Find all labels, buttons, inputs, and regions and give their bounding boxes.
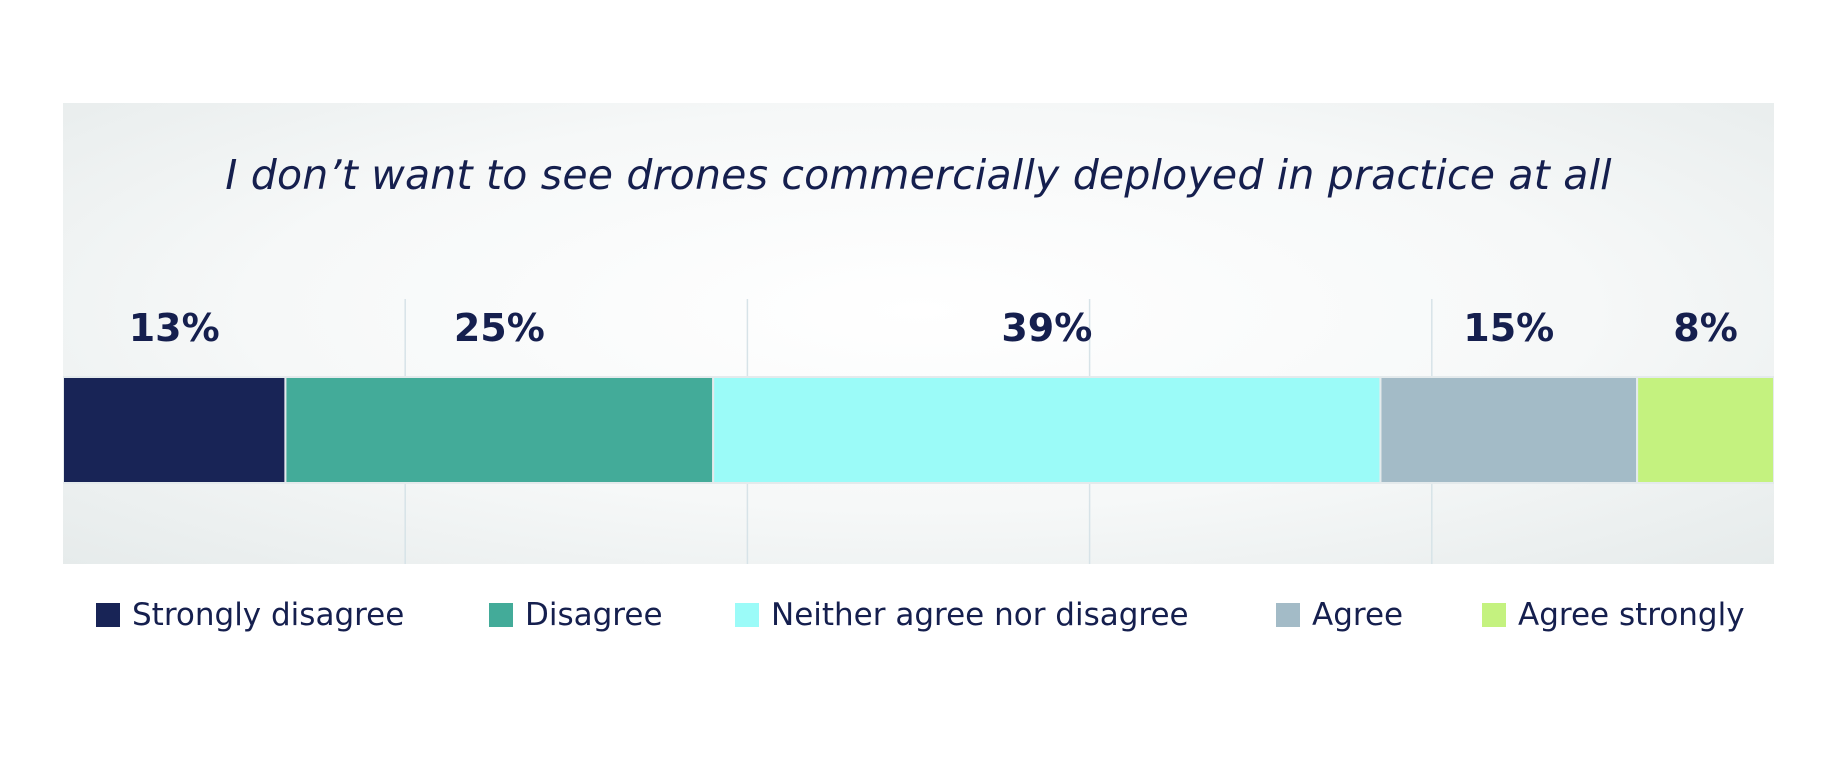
value-label-agree-strongly: 8% bbox=[1673, 306, 1738, 350]
legend-label: Disagree bbox=[525, 597, 663, 633]
bar-segment-agree-strongly bbox=[1636, 376, 1774, 484]
legend-label: Strongly disagree bbox=[132, 597, 405, 633]
chart-title: I don’t want to see drones commercially … bbox=[225, 151, 1612, 199]
value-label-neither-agree-nor-disagree: 39% bbox=[1001, 306, 1092, 350]
legend: Strongly disagree Disagree Neither agree n… bbox=[0, 597, 1836, 637]
legend-item-agree-strongly: Agree strongly bbox=[1482, 597, 1745, 633]
legend-swatch bbox=[489, 603, 513, 627]
legend-swatch bbox=[735, 603, 759, 627]
stacked-bar-chart: 13% 25% 39% 15% 8% bbox=[63, 299, 1774, 564]
value-label-strongly-disagree: 13% bbox=[129, 306, 220, 350]
legend-item-strongly-disagree: Strongly disagree bbox=[96, 597, 404, 633]
legend-swatch bbox=[1482, 603, 1506, 627]
legend-label: Agree bbox=[1312, 597, 1404, 633]
legend-label: Agree strongly bbox=[1518, 597, 1745, 633]
legend-item-disagree: Disagree bbox=[489, 597, 663, 633]
legend-item-neither-agree-nor-disagree: Neither agree nor disagree bbox=[735, 597, 1189, 633]
bar-segment-agree bbox=[1379, 376, 1639, 484]
legend-swatch bbox=[1276, 603, 1300, 627]
bar-segment-disagree bbox=[284, 376, 715, 484]
bar-segment-neither-agree-nor-disagree bbox=[712, 376, 1382, 484]
value-label-disagree: 25% bbox=[454, 306, 545, 350]
value-label-agree: 15% bbox=[1463, 306, 1554, 350]
legend-swatch bbox=[96, 603, 120, 627]
chart-panel: I don’t want to see drones commercially … bbox=[63, 103, 1774, 564]
legend-label: Neither agree nor disagree bbox=[771, 597, 1189, 633]
legend-item-agree: Agree bbox=[1276, 597, 1403, 633]
bar-segment-strongly-disagree bbox=[63, 376, 287, 484]
